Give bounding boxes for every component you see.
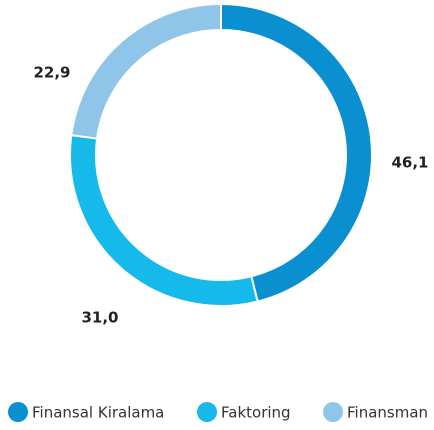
donut-slice [69, 134, 259, 307]
legend-label: Finansal Kiralama [32, 404, 164, 422]
value-label: 22,9 [33, 64, 70, 82]
donut-slice [70, 2, 222, 140]
value-label: 31,0 [81, 309, 118, 327]
donut-slice [220, 2, 373, 303]
legend-swatch [197, 402, 217, 422]
legend-label: Faktoring [221, 404, 291, 422]
legend-swatch [323, 402, 343, 422]
value-label: 46,1 [391, 154, 428, 172]
legend-swatch [8, 402, 28, 422]
legend-label: Finansman [347, 404, 428, 422]
